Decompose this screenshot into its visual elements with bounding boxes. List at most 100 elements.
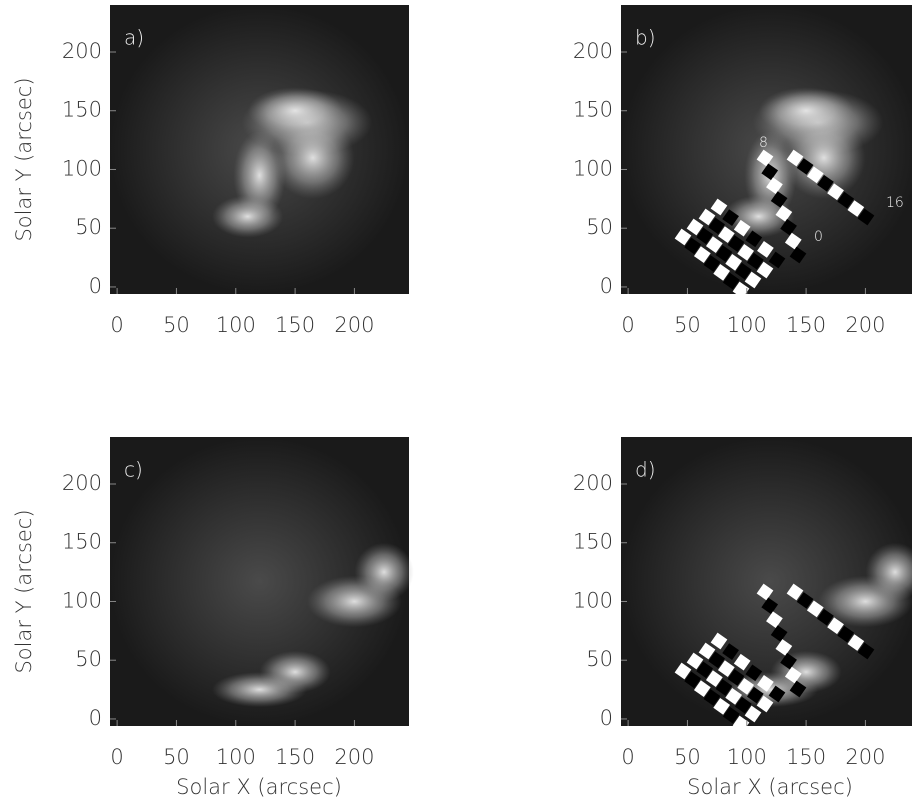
- y-axis-label: Solar Y (arcsec): [12, 77, 36, 241]
- y-tick-label: 200: [62, 471, 102, 495]
- x-tick-label: 100: [727, 313, 767, 337]
- marker-square: [725, 253, 743, 271]
- marker-square: [768, 685, 786, 703]
- marker-square: [756, 149, 774, 167]
- marker-square: [717, 660, 735, 678]
- marker-square: [737, 677, 755, 695]
- marker-square: [733, 653, 751, 671]
- y-tick-label: 150: [62, 98, 102, 122]
- marker-square: [806, 600, 824, 618]
- emission-glow: [354, 542, 414, 602]
- marker-square: [722, 209, 739, 226]
- marker-square: [847, 634, 865, 651]
- x-tick-label: 200: [845, 313, 885, 337]
- marker-square: [768, 251, 786, 269]
- x-tick-label: 0: [110, 745, 123, 769]
- panel: d): [621, 437, 912, 733]
- marker-square: [837, 625, 855, 643]
- marker-square: [733, 219, 751, 237]
- marker-square: [857, 208, 875, 226]
- marker-square: [717, 226, 735, 244]
- marker-square: [705, 670, 723, 688]
- x-tick-label: 150: [275, 745, 315, 769]
- marker-square: [710, 198, 728, 216]
- y-tick-label: 150: [62, 530, 102, 554]
- y-tick-label: 200: [573, 471, 613, 495]
- marker-square: [722, 643, 739, 660]
- annotation: 8: [759, 135, 768, 151]
- marker-square: [761, 163, 779, 181]
- marker-square: [766, 177, 783, 195]
- marker-square: [686, 652, 704, 670]
- marker-square: [737, 243, 755, 261]
- marker-square: [698, 642, 716, 660]
- marker-square: [710, 632, 728, 650]
- marker-square: [745, 230, 763, 248]
- marker-square: [770, 625, 788, 642]
- marker-square: [715, 245, 733, 262]
- x-tick-label: 150: [786, 313, 826, 337]
- marker-square: [693, 680, 711, 698]
- x-tick-label: 100: [216, 313, 256, 337]
- y-axis-label: Solar Y (arcsec): [12, 509, 36, 673]
- marker-square: [686, 218, 704, 236]
- marker-square: [766, 611, 783, 629]
- marker-square: [780, 652, 797, 670]
- marker-square: [746, 686, 764, 704]
- x-tick-label: 150: [786, 745, 826, 769]
- marker-square: [684, 237, 702, 255]
- marker-square: [722, 706, 740, 724]
- marker-square: [817, 608, 834, 626]
- marker-square: [784, 666, 802, 684]
- y-tick-label: 0: [600, 706, 613, 730]
- marker-square: [756, 695, 774, 713]
- y-tick-label: 50: [586, 215, 613, 239]
- marker-square: [786, 583, 804, 601]
- marker-square: [827, 183, 844, 201]
- marker-square: [789, 680, 807, 698]
- x-tick-label: 200: [334, 313, 374, 337]
- y-tick-label: 50: [75, 215, 102, 239]
- x-tick-label: 50: [163, 745, 190, 769]
- y-tick-label: 100: [62, 588, 102, 612]
- marker-square: [713, 263, 731, 281]
- marker-square: [837, 191, 855, 209]
- marker-square: [789, 246, 807, 264]
- marker-square: [827, 617, 844, 635]
- marker-square: [698, 208, 716, 226]
- marker-square: [734, 696, 752, 714]
- marker-square: [744, 705, 762, 723]
- y-tick-label: 150: [573, 98, 613, 122]
- x-tick-label: 150: [275, 313, 315, 337]
- marker-square: [770, 191, 788, 208]
- x-tick-label: 200: [334, 745, 374, 769]
- emission-glow: [212, 671, 307, 708]
- marker-square: [713, 697, 731, 715]
- x-tick-label: 100: [727, 745, 767, 769]
- x-axis-label: Solar X (arcsec): [176, 775, 342, 799]
- marker-square: [727, 235, 745, 252]
- marker-square: [786, 149, 804, 167]
- panel: a): [110, 5, 409, 294]
- x-tick-label: 0: [621, 313, 634, 337]
- marker-square: [744, 271, 762, 289]
- marker-square: [756, 261, 774, 279]
- x-axis-label: Solar X (arcsec): [687, 775, 853, 799]
- marker-square: [806, 166, 824, 184]
- marker-square: [693, 246, 711, 264]
- marker-square: [727, 669, 745, 686]
- x-tick-label: 50: [163, 313, 190, 337]
- emission-glow: [212, 195, 284, 238]
- annotation: 0: [814, 229, 823, 245]
- y-tick-label: 100: [573, 588, 613, 612]
- marker-square: [775, 639, 793, 656]
- marker-square: [761, 597, 779, 615]
- emission-glow: [865, 542, 912, 602]
- y-tick-label: 200: [573, 39, 613, 63]
- panel-label: d): [635, 458, 656, 482]
- marker-square: [732, 715, 750, 733]
- marker-square: [746, 252, 764, 270]
- panel-label: a): [124, 26, 144, 50]
- x-tick-label: 100: [216, 745, 256, 769]
- y-tick-label: 50: [586, 647, 613, 671]
